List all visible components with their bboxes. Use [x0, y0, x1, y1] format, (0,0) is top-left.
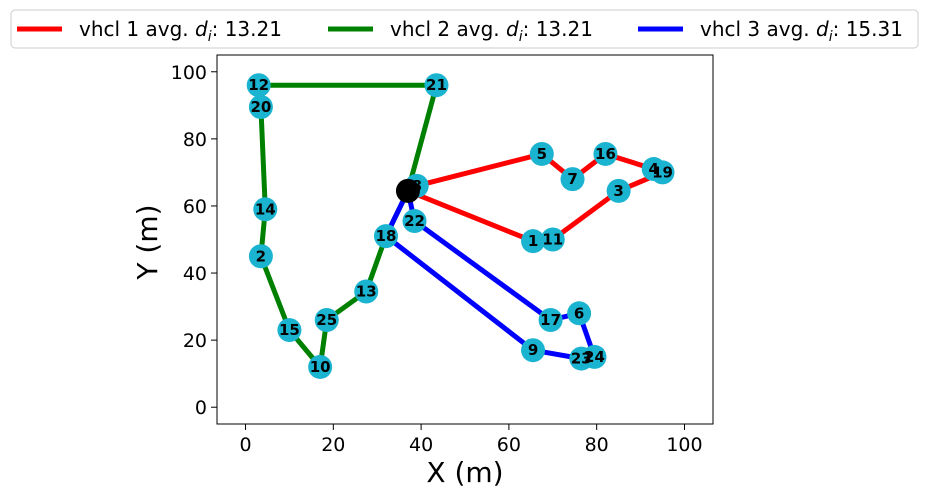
y-tick-label: 80	[183, 129, 207, 151]
node-marker	[314, 308, 339, 333]
node-label: 25	[316, 311, 337, 329]
node-label: 3	[613, 182, 623, 200]
x-tick-label: 60	[497, 434, 521, 456]
node-marker	[424, 73, 449, 98]
node-label: 19	[652, 163, 673, 181]
node-marker	[373, 224, 398, 249]
node-label: 12	[248, 76, 269, 94]
node-label: 5	[537, 145, 547, 163]
node-marker	[540, 227, 565, 252]
y-tick-label: 60	[183, 196, 207, 218]
node-label: 11	[542, 231, 563, 249]
legend-entry: vhcl 2 avg. di: 13.21	[390, 17, 593, 45]
y-tick-label: 100	[171, 62, 207, 84]
node-label: 14	[255, 200, 276, 218]
legend-box	[10, 9, 919, 49]
x-axis-label: X (m)	[426, 456, 503, 489]
node-label: 8	[411, 177, 421, 195]
node-marker	[593, 141, 618, 166]
node-marker	[538, 308, 563, 333]
y-tick-label: 20	[183, 330, 207, 352]
node-label: 1	[528, 232, 538, 250]
plot-area	[217, 55, 713, 424]
node-marker	[582, 344, 607, 369]
node-label: 23	[571, 350, 592, 368]
x-tick-label: 100	[666, 434, 702, 456]
x-tick-label: 40	[409, 434, 433, 456]
x-axis-ticks: 0 20 40 60 80 100	[239, 424, 703, 456]
y-tick-label: 0	[195, 397, 207, 419]
node-marker	[567, 301, 592, 326]
node-marker	[521, 338, 546, 363]
x-tick-label: 0	[239, 434, 251, 456]
legend-entry: vhcl 3 avg. di: 15.31	[700, 17, 903, 45]
legend: vhcl 1 avg. di: 13.21 vhcl 2 avg. di: 13.…	[10, 9, 919, 49]
node-marker	[354, 279, 379, 304]
node-marker	[521, 229, 546, 254]
y-tick-label: 40	[183, 263, 207, 285]
legend-entry: vhcl 1 avg. di: 13.21	[79, 17, 282, 45]
y-axis-ticks: 0 20 40 60 80 100	[171, 62, 217, 419]
node-label: 17	[540, 311, 561, 329]
node-label: 18	[376, 227, 397, 245]
node-label: 21	[426, 76, 447, 94]
node-label: 2	[256, 247, 266, 265]
y-axis-label: Y (m)	[131, 204, 164, 280]
node-marker	[402, 209, 427, 234]
nodes: 1234567891011121314151617181920212223242…	[246, 73, 675, 379]
node-marker	[529, 141, 554, 166]
node-label: 24	[584, 348, 605, 366]
node-marker	[253, 197, 278, 222]
node-label: 15	[279, 321, 300, 339]
node-marker	[308, 354, 333, 379]
node-label: 9	[528, 341, 538, 359]
node-marker	[606, 178, 631, 203]
node-label: 6	[574, 304, 584, 322]
x-tick-label: 20	[321, 434, 345, 456]
node-marker	[248, 94, 273, 119]
depot-marker	[395, 178, 420, 203]
node-label: 16	[595, 145, 616, 163]
node-label: 10	[310, 358, 331, 376]
node-marker	[277, 318, 302, 343]
plot-frame	[216, 54, 714, 425]
node-marker	[248, 244, 273, 269]
node-marker	[650, 160, 675, 185]
node-label: 4	[649, 160, 659, 178]
node-label: 20	[250, 98, 271, 116]
node-marker	[560, 167, 585, 192]
node-label: 13	[356, 282, 377, 300]
node-label: 7	[567, 170, 577, 188]
x-tick-label: 80	[585, 434, 609, 456]
node-marker	[246, 73, 271, 98]
node-label: 22	[404, 212, 425, 230]
